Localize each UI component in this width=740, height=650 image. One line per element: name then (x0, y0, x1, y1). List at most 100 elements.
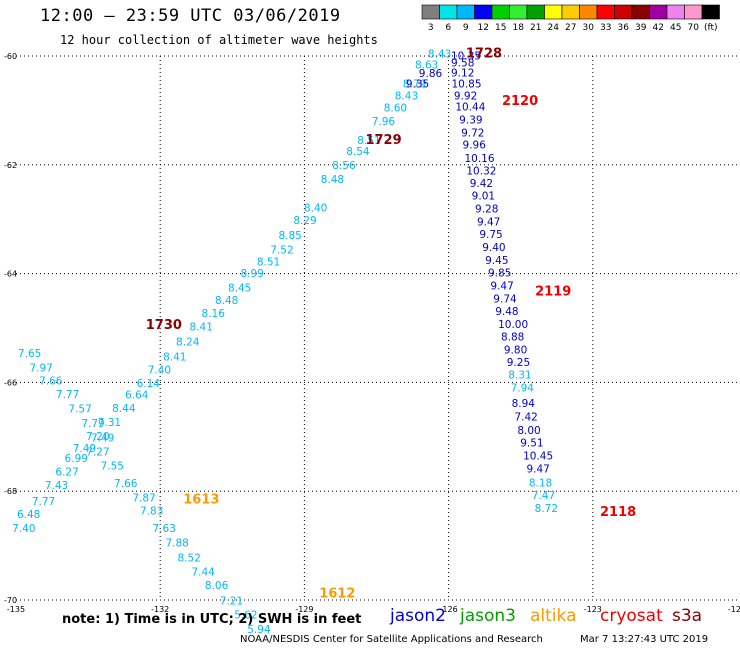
swh-value: 6.48 (17, 509, 40, 521)
swh-value: 10.85 (451, 79, 481, 91)
y-tick-label: -62 (4, 161, 17, 170)
x-tick-label: -126 (440, 605, 458, 614)
colorbar-label: 9 (463, 23, 469, 33)
colorbar-label: 27 (565, 23, 576, 33)
swh-value: 6.99 (65, 453, 88, 465)
swh-value: 7.66 (114, 478, 138, 490)
swh-value: 9.40 (482, 242, 505, 254)
y-tick-label: -66 (4, 378, 17, 387)
swh-value: 8.51 (357, 135, 380, 147)
swh-value: 8.51 (257, 256, 280, 268)
y-tick-label: -68 (4, 487, 17, 496)
swh-value: 8.48 (321, 174, 344, 186)
x-tick-label: -132 (151, 605, 169, 614)
swh-value: 7.57 (68, 403, 91, 415)
colorbar-swatch (701, 4, 720, 20)
swh-value: 7.40 (148, 365, 171, 377)
page-subtitle: 12 hour collection of altimeter wave hei… (60, 33, 378, 47)
swh-value: 10.32 (466, 166, 496, 178)
page-title: 12:00 – 23:59 UTC 03/06/2019 (40, 6, 341, 26)
time-label: 2120 (502, 94, 538, 109)
swh-value: 7.49 (91, 433, 114, 445)
time-label: 2119 (535, 284, 571, 299)
colorbar-label: 6 (445, 23, 451, 33)
swh-value: 7.47 (532, 490, 555, 502)
swh-value: 8.56 (332, 160, 356, 172)
swh-value: 6.64 (125, 390, 149, 402)
swh-value: 9.86 (419, 68, 443, 80)
swh-value: 9.80 (504, 345, 527, 357)
time-label: 1728 (466, 47, 502, 62)
swh-value: 9.75 (479, 229, 502, 241)
swh-value: 10.44 (455, 101, 485, 113)
x-tick-label: -135 (7, 605, 25, 614)
swh-value: 8.99 (240, 268, 263, 280)
swh-value: 8.43 (428, 49, 451, 61)
x-tick-label: -129 (295, 605, 313, 614)
swh-value: 7.42 (514, 411, 537, 423)
timestamp: Mar 7 13:27:43 UTC 2019 (580, 634, 709, 645)
colorbar-label: 21 (530, 23, 541, 33)
colorbar-label: 42 (653, 23, 664, 33)
swh-value: 10.45 (523, 451, 553, 463)
colorbar-label: (ft) (704, 23, 718, 33)
swh-value: 9.85 (488, 267, 511, 279)
satellite-label-altika: altika (530, 606, 577, 626)
swh-value: 7.65 (18, 348, 41, 360)
time-label: 1730 (146, 318, 182, 333)
footer-note: note: 1) Time is in UTC; 2) SWH is in fe… (62, 612, 362, 627)
swh-value: 9.92 (454, 91, 477, 103)
swh-value: 9.42 (470, 178, 493, 190)
swh-value: 7.87 (132, 493, 155, 505)
swh-value: 8.43 (395, 91, 418, 103)
swh-value: 5.94 (247, 624, 271, 636)
swh-value: 6.27 (55, 466, 78, 478)
colorbar-label: 36 (618, 23, 630, 33)
colorbar-label: 45 (670, 23, 681, 33)
x-tick-label: -120 (728, 605, 740, 614)
swh-value: 7.79 (81, 418, 104, 430)
swh-value: 8.94 (512, 398, 536, 410)
time-label: 1613 (183, 493, 219, 508)
swh-value: 8.48 (215, 295, 238, 307)
swh-value: 8.85 (278, 230, 301, 242)
swh-value: 7.20 (86, 431, 109, 443)
swh-value: 9.48 (495, 306, 518, 318)
swh-value: 8.63 (415, 60, 438, 72)
swh-value: 9.01 (472, 191, 495, 203)
swh-value: 8.00 (517, 425, 540, 437)
swh-value: 8.24 (176, 336, 200, 348)
swh-value: 8.54 (346, 146, 370, 158)
colorbar-label: 15 (495, 23, 506, 33)
swh-value: 9.12 (451, 68, 474, 80)
swh-value: 8.45 (228, 283, 251, 295)
swh-value: 8.29 (293, 215, 316, 227)
swh-value: 9.28 (475, 204, 498, 216)
swh-value: 7.40 (12, 523, 35, 535)
swh-value: 9.72 (461, 128, 484, 140)
swh-value: 8.44 (112, 403, 136, 415)
swh-value: 7.77 (32, 496, 55, 508)
swh-value: 7.66 (39, 376, 63, 388)
swh-value: 7.83 (140, 506, 163, 518)
satellite-label-jason3: jason3 (460, 606, 516, 626)
swh-value: 8.52 (178, 552, 201, 564)
swh-value: 8.06 (205, 580, 229, 592)
swh-value: 10.35 (451, 50, 481, 62)
y-tick-label: -70 (4, 596, 17, 605)
swh-value: 9.45 (485, 255, 508, 267)
swh-value: 7.55 (101, 460, 124, 472)
time-label: 2118 (600, 505, 636, 520)
swh-value: 8.18 (529, 477, 552, 489)
swh-value: 8.16 (202, 308, 226, 320)
swh-value: 7.49 (73, 443, 96, 455)
swh-value: 8.88 (501, 332, 524, 344)
swh-value: 9.74 (493, 293, 517, 305)
colorbar-label: 3 (428, 23, 434, 33)
swh-value: 8.41 (190, 322, 213, 334)
swh-value: 9.51 (520, 438, 543, 450)
swh-value: 8.41 (163, 352, 186, 364)
swh-value: 10.16 (464, 153, 494, 165)
swh-value: 7.96 (372, 116, 396, 128)
